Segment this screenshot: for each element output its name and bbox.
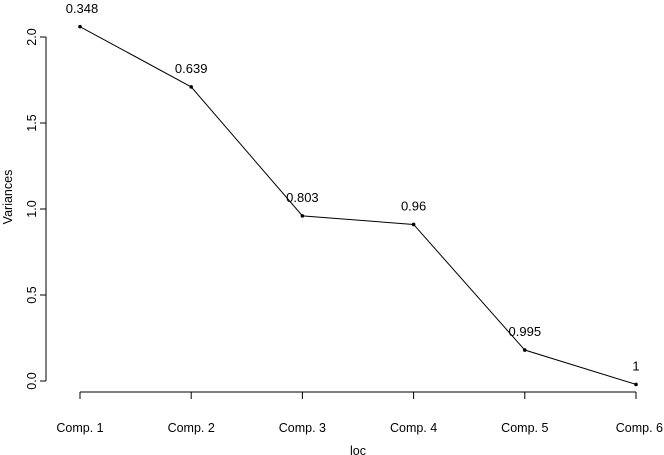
data-point [411,222,416,227]
point-label: 0.96 [401,198,426,213]
variance-series [78,24,638,387]
y-tick-label: 1.5 [25,114,39,131]
point-label: 0.803 [286,190,319,205]
x-tick-label: Comp. 3 [279,421,326,435]
x-tick-label: Comp. 2 [168,421,215,435]
series-line [79,26,637,385]
x-tick-label: Comp. 6 [616,421,663,435]
y-axis-title: Variances [1,170,15,225]
y-tick-label: 1.0 [25,200,39,217]
data-point [523,348,527,352]
point-label: 1 [632,358,639,373]
data-point [300,214,305,218]
point-label: 0.639 [175,61,208,76]
x-tick-label: Comp. 4 [390,421,437,435]
y-tick-label: 0.5 [25,286,39,303]
cumulative-proportion-labels: 0.348 0.639 0.803 0.96 0.995 1 [66,1,640,373]
data-point [189,85,193,89]
x-axis: Comp. 1 Comp. 2 Comp. 3 Comp. 4 Comp. 5 Comp.… [56,391,663,435]
point-label: 0.348 [66,1,99,16]
x-tick-label: Comp. 1 [56,421,103,435]
data-point [634,382,638,387]
x-tick-label: Comp. 5 [501,421,548,435]
y-axis: 0.0 0.5 1.0 1.5 2.0 [25,28,47,390]
y-tick-label: 2.0 [25,28,39,45]
x-axis-title: loc [350,444,366,455]
y-tick-label: 0.0 [25,372,39,389]
point-label: 0.995 [509,324,542,339]
data-point [78,24,82,29]
